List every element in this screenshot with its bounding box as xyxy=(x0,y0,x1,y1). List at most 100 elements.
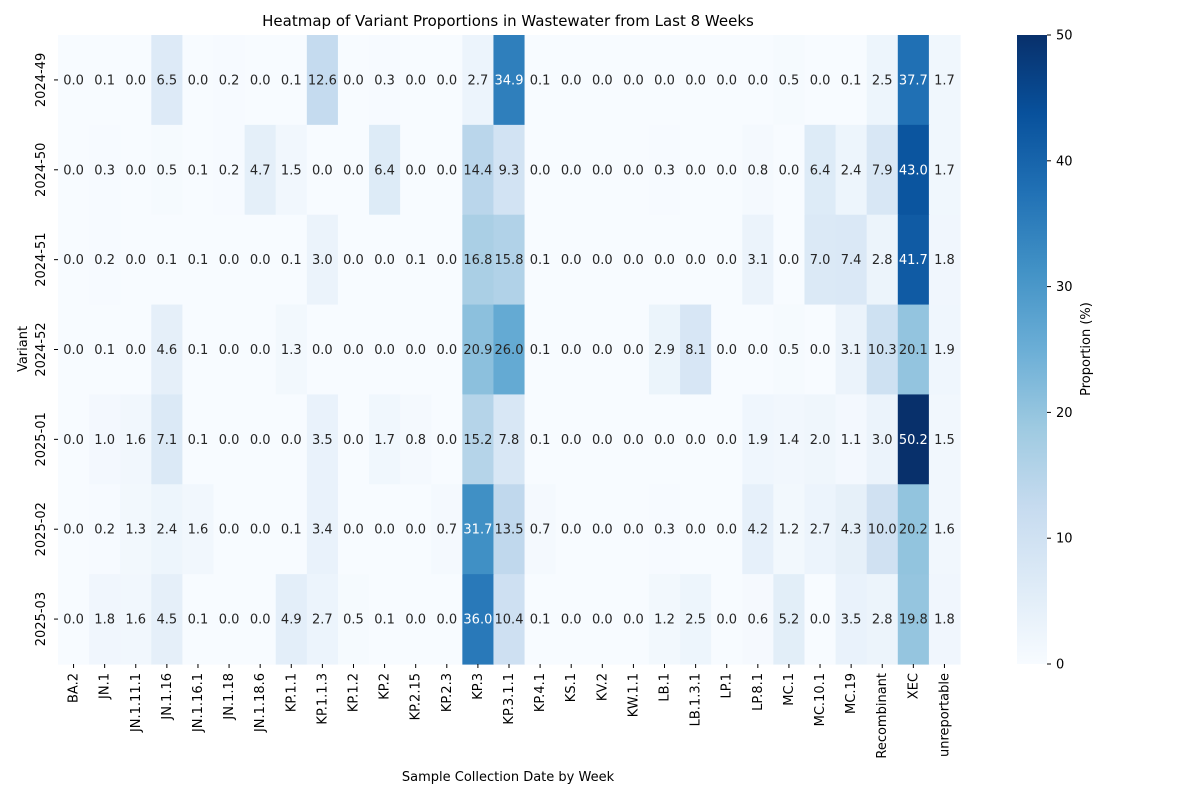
heatmap-cell xyxy=(337,35,370,126)
colorbar-label: Proportion (%) xyxy=(1079,302,1094,396)
heatmap-cell xyxy=(244,394,277,485)
heatmap-cell xyxy=(337,124,370,216)
heatmap-cell xyxy=(244,484,277,575)
heatmap-cell xyxy=(586,394,619,485)
heatmap-cell xyxy=(306,214,339,306)
cell-value-label: 0.1 xyxy=(94,73,115,88)
cell-value-label: 41.7 xyxy=(899,253,928,268)
heatmap-cell xyxy=(680,484,712,575)
heatmap-cell xyxy=(773,484,806,575)
heatmap-cell xyxy=(182,214,215,306)
cell-value-label: 0.0 xyxy=(623,343,644,358)
heatmap-cell xyxy=(928,35,961,126)
cell-value-label: 0.0 xyxy=(561,73,582,88)
heatmap-cell xyxy=(431,484,463,575)
cell-value-label: 0.0 xyxy=(561,523,582,538)
heatmap-cell xyxy=(244,574,277,665)
y-tick-label: 2025-01 xyxy=(34,412,49,466)
heatmap-cell xyxy=(928,394,961,485)
cell-value-label: 20.1 xyxy=(899,343,928,358)
heatmap-cell xyxy=(773,304,806,396)
cell-value-label: 7.9 xyxy=(872,163,893,178)
cell-value-label: 3.0 xyxy=(312,253,333,268)
x-tick-label: Recombinant xyxy=(875,673,890,759)
cell-value-label: 1.2 xyxy=(779,523,800,538)
cell-value-label: 0.0 xyxy=(716,613,737,628)
heatmap-cell xyxy=(306,484,339,575)
cell-value-label: 0.0 xyxy=(592,73,613,88)
cell-value-label: 1.6 xyxy=(934,523,955,538)
cell-value-label: 1.3 xyxy=(125,523,146,538)
heatmap-cell xyxy=(275,35,308,126)
cell-value-label: 0.0 xyxy=(343,523,364,538)
heatmap-cell xyxy=(897,394,930,485)
heatmap-cell xyxy=(151,304,184,396)
cell-value-label: 0.0 xyxy=(436,163,457,178)
cell-value-label: 0.0 xyxy=(716,253,737,268)
x-axis-label: Sample Collection Date by Week xyxy=(402,770,615,785)
heatmap-cell xyxy=(213,574,246,665)
cell-value-label: 0.1 xyxy=(530,433,551,448)
cell-value-label: 0.1 xyxy=(281,73,302,88)
cell-value-label: 13.5 xyxy=(495,523,524,538)
heatmap-cell xyxy=(773,35,806,126)
cell-value-label: 0.0 xyxy=(63,523,84,538)
cell-value-label: 0.0 xyxy=(530,163,551,178)
cell-value-label: 0.0 xyxy=(685,253,706,268)
cell-value-label: 4.7 xyxy=(250,163,271,178)
cell-value-label: 0.2 xyxy=(94,523,115,538)
heatmap-cell xyxy=(58,304,90,396)
heatmap-cell xyxy=(462,35,495,126)
colorbar-tick-label: 20 xyxy=(1056,406,1073,421)
heatmap-cell xyxy=(120,574,152,665)
x-tick-label: JN.1.16 xyxy=(160,673,175,721)
heatmap-cell xyxy=(89,394,121,485)
cell-value-label: 0.0 xyxy=(592,523,613,538)
cell-value-label: 0.0 xyxy=(747,343,768,358)
x-tick-label: JN.1.16.1 xyxy=(191,673,206,733)
cell-value-label: 1.5 xyxy=(281,163,302,178)
heatmap-cell xyxy=(648,574,681,665)
cell-value-label: 0.1 xyxy=(530,343,551,358)
heatmap-cell xyxy=(244,214,277,306)
cell-value-label: 3.1 xyxy=(841,343,862,358)
heatmap-cell xyxy=(244,124,277,216)
cell-value-label: 0.0 xyxy=(592,613,613,628)
heatmap-cell xyxy=(804,304,837,396)
cell-value-label: 0.0 xyxy=(188,73,209,88)
x-tick-label: KP.3.1.1 xyxy=(502,673,517,725)
heatmap-cell xyxy=(804,394,837,485)
cell-value-label: 0.0 xyxy=(436,343,457,358)
cell-value-label: 1.8 xyxy=(94,613,115,628)
heatmap-cell xyxy=(928,484,961,575)
cell-value-label: 8.1 xyxy=(685,343,706,358)
heatmap-cell xyxy=(804,214,837,306)
heatmap-cell xyxy=(89,214,121,306)
heatmap-cell xyxy=(866,394,899,485)
heatmap-cell xyxy=(182,394,215,485)
heatmap-cell xyxy=(493,214,526,306)
heatmap-cell xyxy=(337,574,370,665)
cell-value-label: 0.0 xyxy=(374,253,395,268)
cell-value-label: 0.0 xyxy=(405,523,426,538)
cell-value-label: 1.8 xyxy=(934,613,955,628)
heatmap-cell xyxy=(897,574,930,665)
heatmap-cell xyxy=(89,484,121,575)
cell-value-label: 0.1 xyxy=(188,613,209,628)
heatmap-cell xyxy=(369,35,401,126)
heatmap-cell xyxy=(369,304,401,396)
cell-value-label: 0.0 xyxy=(561,613,582,628)
cell-value-label: 0.3 xyxy=(94,163,115,178)
cell-value-label: 2.4 xyxy=(841,163,862,178)
cell-value-label: 4.3 xyxy=(841,523,862,538)
cell-value-label: 16.8 xyxy=(463,253,492,268)
cell-value-label: 0.0 xyxy=(623,73,644,88)
heatmap-cell xyxy=(275,574,308,665)
colorbar-tick-label: 50 xyxy=(1056,29,1073,44)
cell-value-label: 0.0 xyxy=(219,253,240,268)
cell-value-label: 0.0 xyxy=(63,613,84,628)
heatmap-cell xyxy=(835,214,868,306)
heatmap-cell xyxy=(213,484,246,575)
cell-value-label: 0.0 xyxy=(810,73,831,88)
cell-value-label: 0.0 xyxy=(779,163,800,178)
